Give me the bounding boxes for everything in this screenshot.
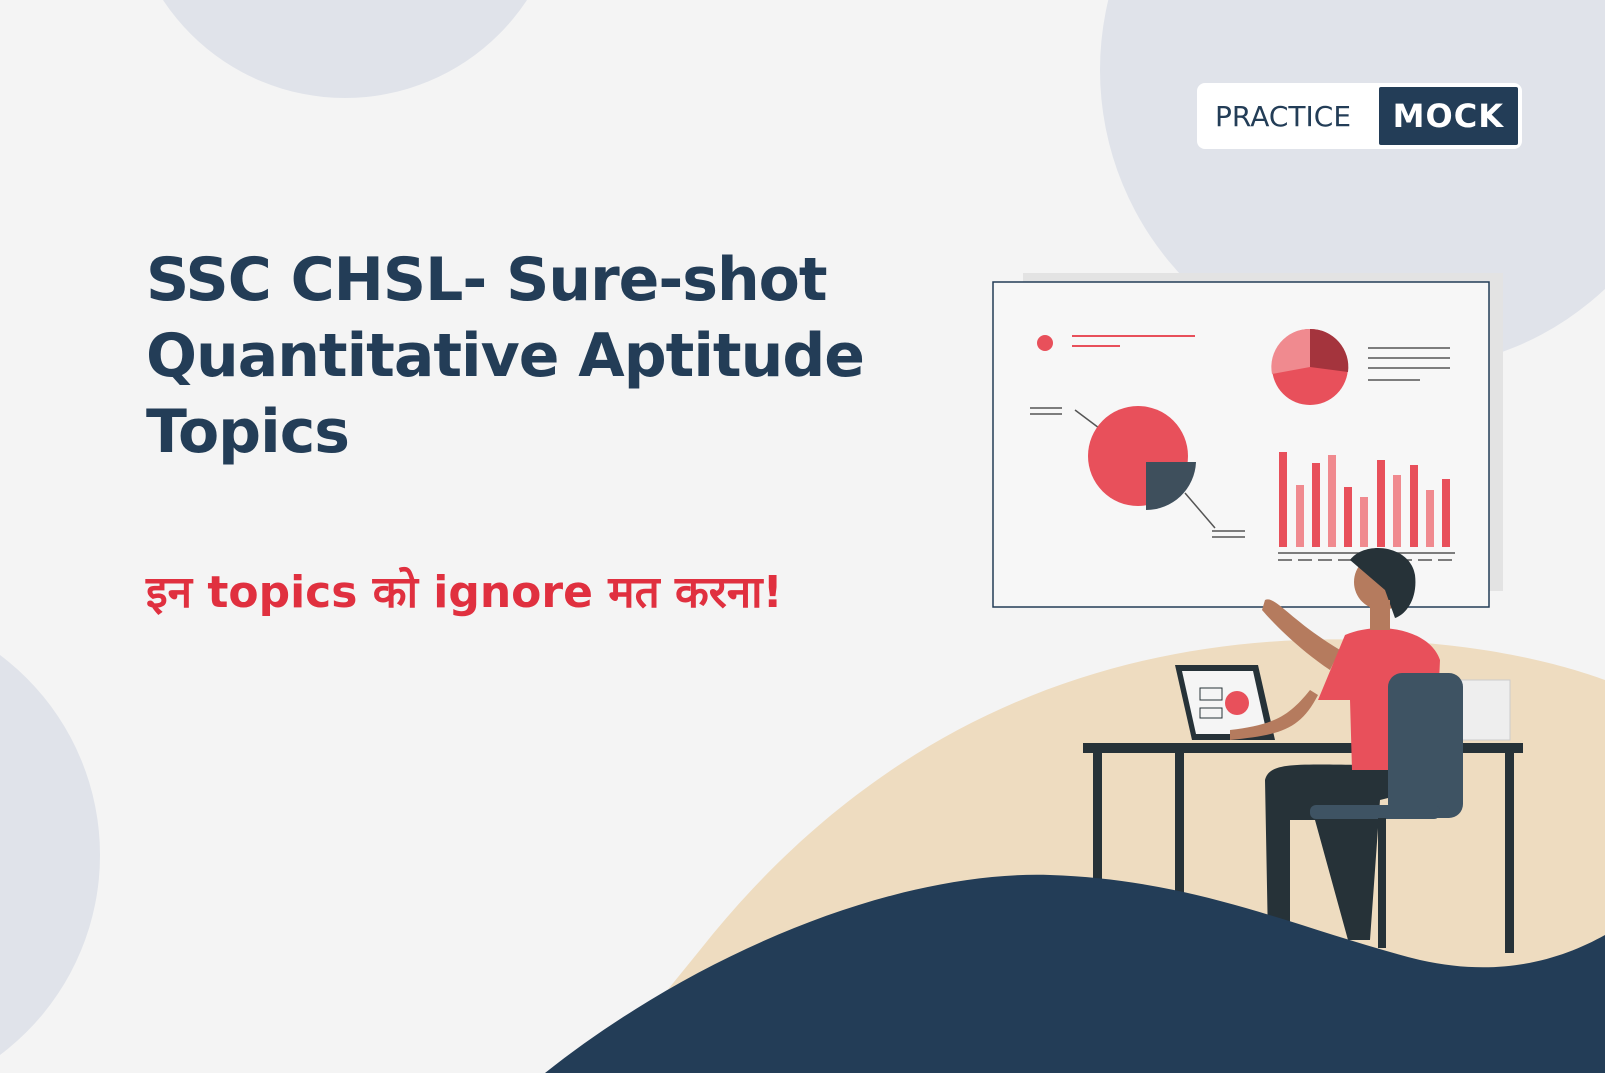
desk: [1083, 743, 1523, 753]
title-line: Quantitative Aptitude: [146, 321, 865, 391]
decor-circle-top: [163, 0, 527, 98]
title-line: Topics: [146, 397, 350, 467]
logo-text-practice: PRACTICE: [1215, 99, 1352, 133]
chair-icon: [1310, 673, 1463, 948]
pie-chart-large-icon: [1088, 406, 1196, 510]
laptop-icon: [1175, 665, 1275, 740]
page-title: SSC CHSL- Sure-shot Quantitative Aptitud…: [146, 242, 865, 470]
subtitle: इन topics को ignore मत करना!: [146, 567, 783, 618]
bar-chart-icon: [1279, 452, 1450, 547]
title-line: SSC CHSL- Sure-shot: [146, 245, 828, 315]
pie-chart-small-icon: [1271, 328, 1349, 405]
practicemock-logo[interactable]: PRACTICE MOCK: [1197, 83, 1522, 149]
decor-circle-left: [0, 655, 100, 1055]
navy-wave: [545, 874, 1605, 1073]
logo-text-mock: MOCK: [1378, 87, 1518, 145]
presentation-board: [992, 281, 1490, 608]
